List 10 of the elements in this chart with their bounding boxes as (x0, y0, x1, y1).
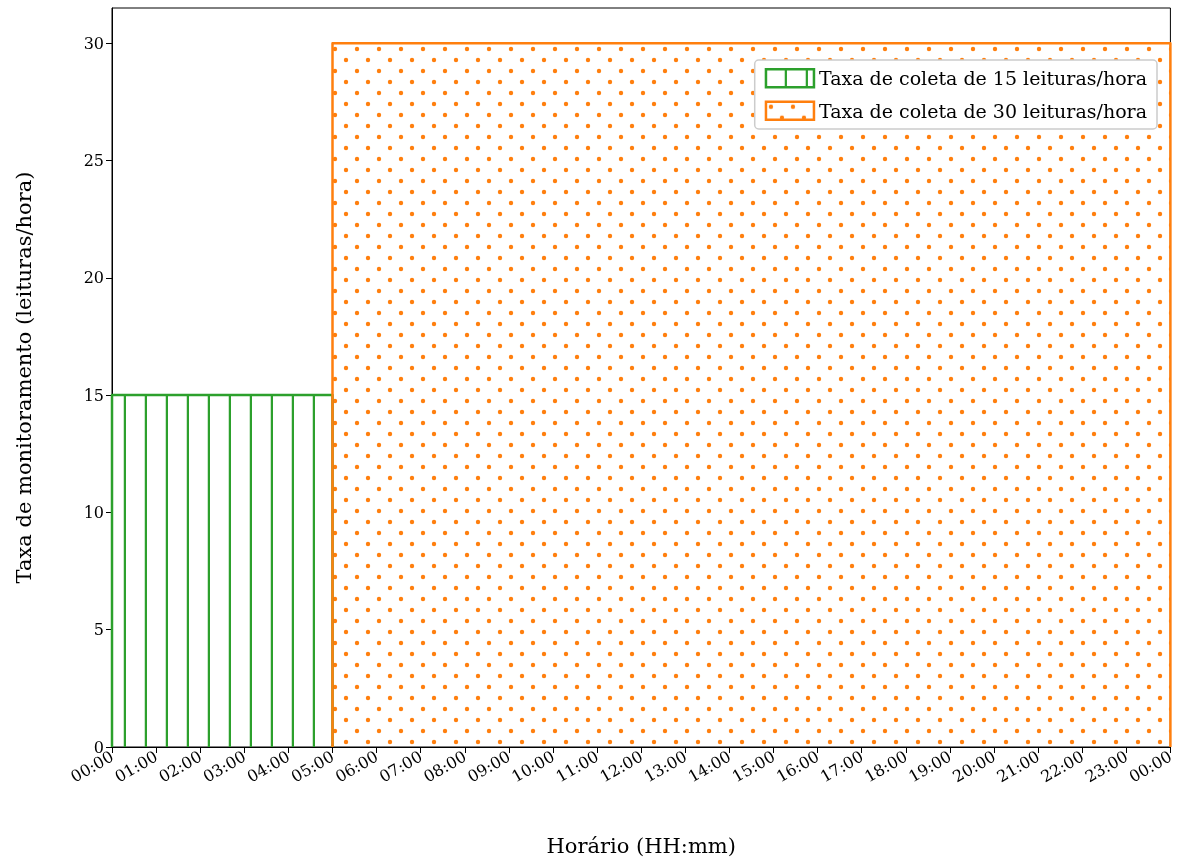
legend-label: Taxa de coleta de 15 leituras/hora (818, 67, 1148, 90)
legend-label: Taxa de coleta de 30 leituras/hora (818, 99, 1148, 122)
y-axis-title: Taxa de monitoramento (leituras/hora) (11, 171, 36, 584)
y-tick-label: 30 (83, 33, 104, 53)
y-tick-label: 25 (83, 150, 104, 170)
y-tick-label: 20 (83, 268, 104, 288)
y-tick-label: 10 (83, 502, 104, 522)
x-axis-title: Horário (HH:mm) (546, 833, 736, 858)
y-tick-label: 15 (83, 385, 104, 405)
y-tick-label: 5 (93, 620, 104, 640)
